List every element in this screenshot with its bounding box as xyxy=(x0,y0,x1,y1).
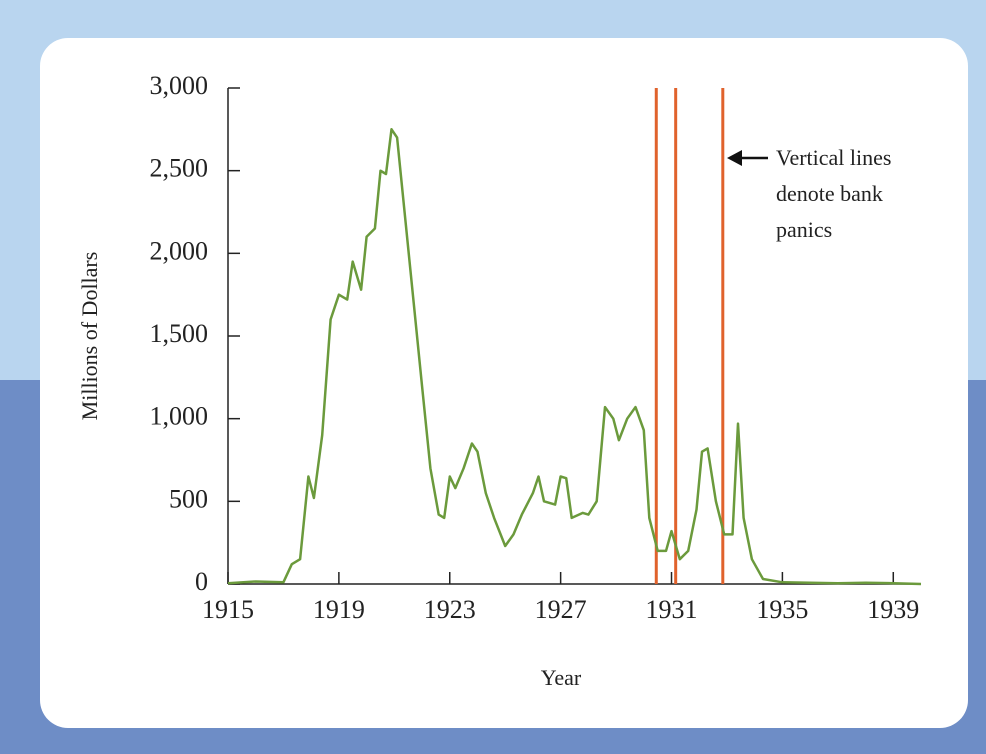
axes: Millions of Dollars Year xyxy=(77,252,582,690)
y-tick-label: 1,500 xyxy=(150,319,209,348)
arrow-head xyxy=(727,150,742,166)
y-tick-label: 3,000 xyxy=(150,71,209,100)
y-tick-label: 2,000 xyxy=(150,236,209,265)
y-axis-label: Millions of Dollars xyxy=(77,252,102,421)
x-tick-label: 1919 xyxy=(313,595,365,624)
x-tick-label: 1927 xyxy=(535,595,587,624)
x-tick-label: 1935 xyxy=(756,595,808,624)
annotation: denote bank xyxy=(776,181,883,206)
data-line xyxy=(227,128,922,586)
x-tick-label: 1923 xyxy=(424,595,476,624)
y-tick-label: 500 xyxy=(169,484,208,513)
y-tick-label: 1,000 xyxy=(150,402,209,431)
x-tick-label: 1931 xyxy=(646,595,698,624)
y-tick-label: 2,500 xyxy=(150,154,209,183)
x-tick-label: 1939 xyxy=(867,595,919,624)
annotation: Vertical lines xyxy=(776,145,891,170)
annotation: panics xyxy=(776,217,832,242)
x-axis-label: Year xyxy=(541,665,582,690)
x-tick-label: 1915 xyxy=(202,595,254,624)
card xyxy=(40,38,968,728)
y-tick-label: 0 xyxy=(195,567,208,596)
